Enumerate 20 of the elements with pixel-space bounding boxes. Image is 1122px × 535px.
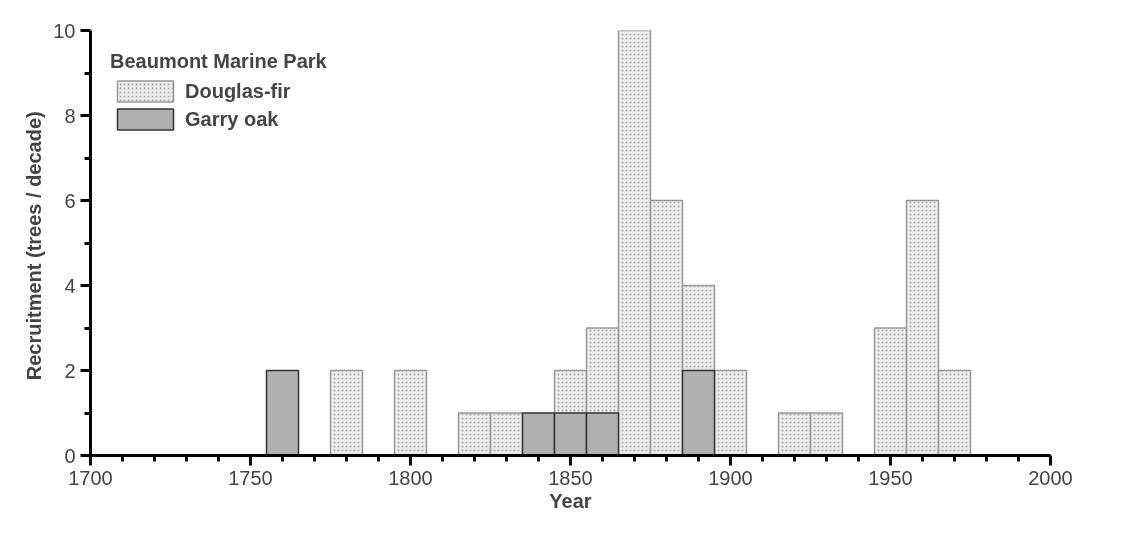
- bar: [265, 369, 300, 456]
- bar: [681, 369, 716, 456]
- x-tick-label: 1850: [548, 466, 593, 489]
- y-tick-label: 10: [53, 19, 76, 42]
- y-tick-label: 8: [64, 104, 76, 127]
- y-tick-label: 4: [64, 274, 76, 297]
- x-tick-label: 1750: [228, 466, 273, 489]
- x-tick-label: 2000: [1028, 466, 1073, 489]
- y-tick-label: 6: [64, 189, 76, 212]
- x-axis-title: Year: [549, 489, 592, 512]
- y-axis-title: Recruitment (trees / decade): [23, 111, 46, 381]
- legend-label: Garry oak: [185, 107, 279, 131]
- x-tick-label: 1950: [868, 466, 913, 489]
- legend-title: Beaumont Marine Park: [110, 50, 327, 73]
- y-tick-label: 2: [64, 359, 76, 382]
- y-tick-label: 0: [64, 444, 76, 467]
- x-tick-label: 1800: [388, 466, 433, 489]
- x-tick-label: 1900: [708, 466, 753, 489]
- legend-label: Douglas-fir: [185, 79, 291, 103]
- x-tick-label: 1700: [68, 466, 113, 489]
